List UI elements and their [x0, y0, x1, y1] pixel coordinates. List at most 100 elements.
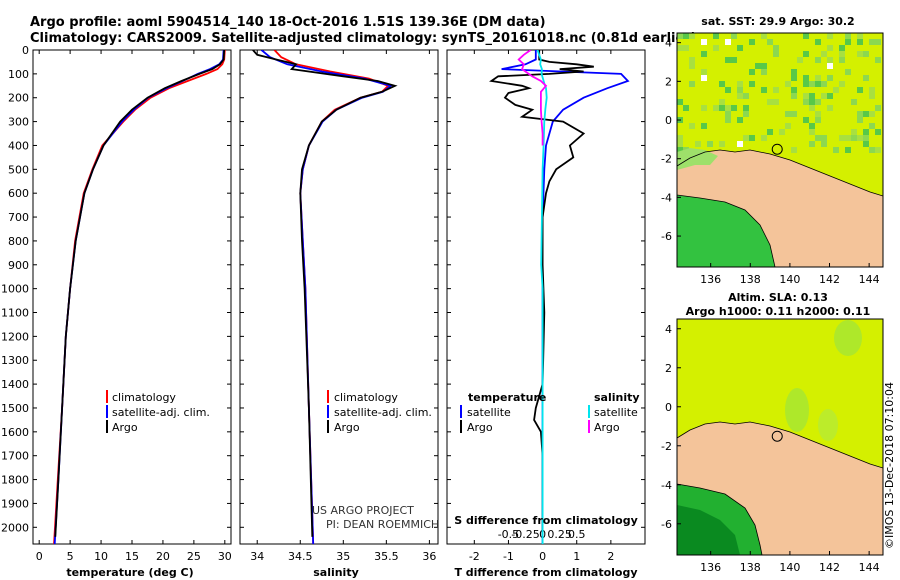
sst-pixel — [833, 87, 839, 93]
map-y-tick-label: 4 — [665, 37, 672, 50]
map-x-tick-label: 144 — [859, 273, 880, 286]
sst-pixel — [689, 57, 695, 63]
sst-pixel — [725, 111, 731, 117]
sst-pixel — [857, 51, 863, 57]
pi-credit: PI: DEAN ROEMMICH — [326, 518, 439, 531]
coastal-water — [677, 148, 718, 170]
sst-pixel — [713, 33, 719, 39]
sst-pixel — [689, 33, 695, 39]
imos-credit: ©IMOS 13-Dec-2018 07:10:04 — [883, 382, 896, 549]
x2-tick-label: -0.5 — [498, 528, 519, 541]
series-line-s-argo — [517, 50, 548, 146]
sst-map-frame — [676, 32, 884, 268]
sst-pixel — [689, 81, 695, 87]
sst-pixel — [827, 105, 833, 111]
map-x-tick-label: 140 — [779, 561, 800, 574]
sst-pixel — [683, 33, 689, 39]
sst-pixel — [791, 147, 797, 153]
sst-pixel — [815, 75, 821, 81]
sst-map-title: sat. SST: 29.9 Argo: 30.2 — [701, 15, 854, 28]
map-y-tick-label: 0 — [665, 114, 672, 127]
sst-pixel — [737, 141, 743, 147]
x-tick-label: 30 — [218, 550, 232, 563]
y-tick-label: 0 — [22, 44, 29, 57]
sst-pixel — [701, 105, 707, 111]
sst-pixel — [863, 135, 869, 141]
series-line-argo — [252, 50, 398, 537]
sst-pixel — [857, 135, 863, 141]
sst-pixel — [761, 69, 767, 75]
map-y-tick-label: 2 — [665, 362, 672, 375]
x-tick-label: -2 — [469, 550, 480, 563]
sst-pixel — [689, 63, 695, 69]
sst-pixel — [869, 123, 875, 129]
y-tick-label: 800 — [8, 235, 29, 248]
y-tick-label: 1500 — [1, 402, 29, 415]
sla-anomaly-blob — [818, 409, 838, 441]
sla-map-title: Altim. SLA: 0.13 — [728, 291, 828, 304]
sst-pixel — [785, 123, 791, 129]
map-y-tick-label: 0 — [665, 401, 672, 414]
legend-satellite-adj: satellite-adj. clim. — [334, 406, 432, 419]
x2-tick-label: -0.25 — [511, 528, 539, 541]
sst-pixel — [827, 45, 833, 51]
sst-pixel — [809, 105, 815, 111]
sst-pixel — [809, 99, 815, 105]
x2-tick-label: 0.25 — [547, 528, 572, 541]
series-line-argo — [54, 50, 226, 537]
sst-pixel — [839, 57, 845, 63]
temperature-legend: climatology satellite-adj. clim. Argo — [106, 390, 210, 434]
sst-pixel — [719, 141, 725, 147]
legend-t-argo: Argo — [467, 421, 493, 434]
sst-pixel — [701, 75, 707, 81]
sst-pixel — [683, 45, 689, 51]
figure-title-line1: Argo profile: aoml 5904514_140 18-Oct-20… — [30, 15, 546, 30]
sst-pixel — [809, 129, 815, 135]
sst-pixel — [803, 117, 809, 123]
sst-pixel — [689, 123, 695, 129]
sst-pixel — [683, 105, 689, 111]
sst-pixel — [761, 135, 767, 141]
sst-pixel — [743, 93, 749, 99]
sst-pixel — [779, 129, 785, 135]
sst-pixel — [743, 135, 749, 141]
map-y-tick-label: -6 — [661, 230, 672, 243]
legend-satellite-adj: satellite-adj. clim. — [112, 406, 210, 419]
sst-pixel — [677, 99, 683, 105]
map-x-tick-label: 138 — [740, 561, 761, 574]
sst-pixel — [719, 81, 725, 87]
sst-pixel — [845, 147, 851, 153]
sst-pixel — [869, 111, 875, 117]
sst-pixel — [677, 135, 683, 141]
sla-anomaly-blob — [785, 388, 809, 432]
arafura-sea-water — [677, 195, 775, 267]
sst-pixel — [827, 75, 833, 81]
sst-pixel — [743, 111, 749, 117]
sst-pixel — [761, 87, 767, 93]
sst-pixel — [737, 87, 743, 93]
sst-pixel — [863, 75, 869, 81]
x-tick-label: 0 — [539, 550, 546, 563]
sst-pixel — [731, 33, 737, 39]
sst-pixel — [767, 39, 773, 45]
map-y-tick-label: -6 — [661, 518, 672, 531]
sst-pixel — [815, 111, 821, 117]
y-tick-label: 700 — [8, 211, 29, 224]
sst-pixel — [701, 69, 707, 75]
argo-position-marker — [771, 430, 783, 442]
sst-pixel — [875, 105, 881, 111]
salinity-legend: climatology satellite-adj. clim. Argo — [327, 390, 432, 434]
y-tick-label: 100 — [8, 68, 29, 81]
sst-pixel — [797, 57, 803, 63]
x-tick-label: -1 — [503, 550, 514, 563]
difference-panel: -2 -1 0 1 2 -0.5-0.25 0 0.250.5 T difference f… — [446, 49, 646, 579]
sst-pixel — [845, 39, 851, 45]
sst-pixel — [749, 81, 755, 87]
sst-pixel — [725, 57, 731, 63]
sst-pixel — [785, 111, 791, 117]
sst-pixel — [845, 135, 851, 141]
sst-pixel — [803, 99, 809, 105]
sla-anomaly-blob — [834, 320, 862, 356]
sst-pixel — [677, 141, 683, 147]
